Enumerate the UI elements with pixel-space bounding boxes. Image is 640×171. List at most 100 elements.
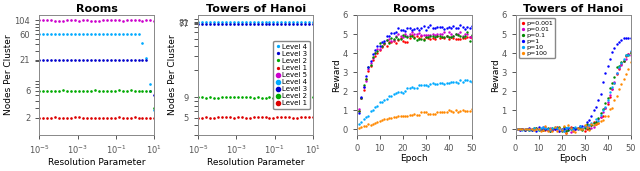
p=0.001 — [544, 129, 552, 131]
p=100 — [564, 124, 572, 126]
p=0.1 — [579, 129, 586, 131]
p=10 — [615, 65, 623, 68]
p=1 — [588, 115, 595, 117]
p=1 — [586, 119, 593, 121]
Level 4 — [289, 21, 297, 23]
Level 1 — [298, 116, 305, 118]
p=0.01 — [530, 128, 538, 130]
p=0.001 — [534, 128, 542, 130]
p=0.01 — [563, 129, 570, 131]
p=0.001 — [551, 128, 559, 130]
p=0.001 — [548, 128, 556, 130]
p=0.1 — [572, 127, 579, 129]
p=0.1 — [530, 127, 538, 129]
p=0.1 — [622, 54, 630, 56]
p=1 — [523, 128, 531, 130]
X-axis label: Resolution Parameter: Resolution Parameter — [207, 158, 305, 167]
p=0.001 — [556, 127, 563, 129]
p=0.01 — [540, 126, 547, 128]
p=100 — [625, 68, 632, 70]
Level 2 — [230, 96, 237, 98]
p=0.1 — [576, 127, 584, 129]
Level 3 — [278, 23, 285, 25]
p=1 — [576, 125, 584, 127]
p=0.01 — [551, 128, 559, 130]
p=0.1 — [528, 129, 536, 131]
p=0.001 — [514, 128, 522, 130]
Level 2 — [309, 96, 317, 98]
Level 4 — [293, 21, 301, 23]
p=0.01 — [599, 111, 607, 113]
p=0.001 — [590, 121, 598, 123]
p=10 — [516, 128, 524, 130]
p=0.1 — [604, 97, 611, 99]
p=0.001 — [609, 88, 616, 90]
Level 3 — [230, 23, 237, 25]
p=0.1 — [586, 128, 593, 130]
Line: p=0.01: p=0.01 — [516, 53, 632, 133]
Level 4 — [258, 21, 266, 23]
p=0.01 — [606, 94, 614, 96]
Legend: Level 4, Level 3, Level 2, Level 1, Level 5, Level 4, Level 3, Level 2, Level 1: Level 4, Level 3, Level 2, Level 1, Leve… — [273, 41, 310, 109]
p=100 — [514, 128, 522, 130]
Level 4 — [282, 21, 289, 23]
Level 4 — [230, 21, 237, 23]
Level 1 — [309, 116, 317, 118]
p=10 — [611, 82, 618, 84]
p=0.01 — [528, 128, 536, 130]
p=0.001 — [604, 103, 611, 105]
Level 3 — [226, 23, 234, 25]
Line: p=0.1: p=0.1 — [516, 52, 632, 132]
p=0.001 — [521, 129, 529, 131]
p=10 — [548, 127, 556, 129]
p=0.1 — [588, 124, 595, 126]
p=10 — [556, 128, 563, 130]
p=1 — [521, 129, 529, 131]
Level 1 — [266, 117, 273, 119]
p=10 — [574, 128, 582, 130]
Level 4 — [206, 21, 214, 23]
p=0.001 — [569, 128, 577, 130]
p=100 — [622, 73, 630, 75]
p=10 — [540, 126, 547, 128]
p=0.1 — [537, 128, 545, 130]
Level 2 — [269, 97, 277, 99]
p=0.01 — [576, 127, 584, 129]
p=0.1 — [602, 102, 609, 104]
Level 2 — [242, 96, 250, 98]
Level 3 — [269, 23, 277, 25]
Level 4 — [305, 21, 313, 23]
p=100 — [606, 108, 614, 110]
p=100 — [599, 119, 607, 121]
p=0.001 — [572, 128, 579, 130]
p=10 — [544, 128, 552, 130]
Level 2 — [305, 96, 313, 98]
p=0.001 — [567, 126, 575, 128]
p=1 — [518, 127, 526, 129]
Level 3 — [242, 23, 250, 25]
Level 2 — [293, 96, 301, 98]
p=0.01 — [572, 128, 579, 130]
p=1 — [560, 128, 568, 130]
p=1 — [553, 127, 561, 129]
p=1 — [580, 125, 588, 127]
p=0.01 — [602, 107, 609, 109]
p=100 — [627, 61, 634, 63]
p=0.1 — [551, 127, 559, 129]
p=0.001 — [537, 128, 545, 130]
p=10 — [521, 128, 529, 130]
p=0.1 — [583, 123, 591, 125]
p=0.1 — [523, 128, 531, 130]
p=0.1 — [611, 76, 618, 78]
p=0.001 — [625, 53, 632, 55]
p=0.01 — [597, 116, 605, 118]
p=10 — [599, 109, 607, 111]
p=0.1 — [592, 121, 600, 123]
p=1 — [514, 127, 522, 129]
p=0.1 — [595, 117, 602, 119]
Level 2 — [253, 96, 261, 98]
p=0.01 — [567, 131, 575, 133]
p=100 — [574, 127, 582, 129]
p=1 — [537, 129, 545, 131]
p=100 — [604, 115, 611, 117]
